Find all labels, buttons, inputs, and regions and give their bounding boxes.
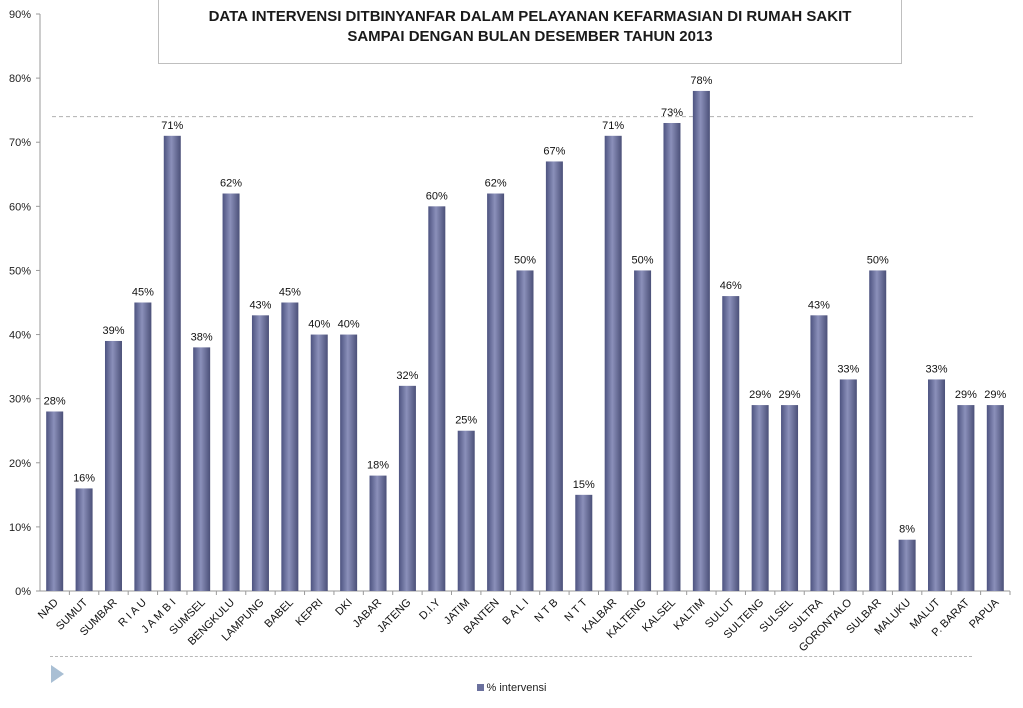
legend-swatch bbox=[476, 684, 484, 691]
bar bbox=[428, 206, 446, 592]
data-label: 16% bbox=[73, 472, 95, 484]
bar bbox=[222, 193, 240, 591]
data-label: 50% bbox=[632, 254, 654, 266]
chart-title-line-2: SAMPAI DENGAN BULAN DESEMBER TAHUN 2013 bbox=[347, 28, 713, 45]
bar bbox=[722, 296, 740, 591]
legend-label: % intervensi bbox=[486, 682, 547, 694]
data-label: 33% bbox=[925, 363, 947, 375]
data-label: 43% bbox=[808, 299, 830, 311]
y-tick-label: 60% bbox=[9, 201, 31, 213]
bar bbox=[663, 122, 681, 591]
data-label: 25% bbox=[455, 415, 477, 427]
bar bbox=[398, 385, 416, 591]
chart-bars bbox=[46, 90, 1004, 592]
bar bbox=[487, 193, 505, 591]
y-tick-label: 80% bbox=[9, 73, 31, 85]
x-tick-label: KALTIM bbox=[671, 597, 707, 633]
data-label: 33% bbox=[837, 363, 859, 375]
data-label: 45% bbox=[132, 287, 154, 299]
x-tick-label: DKI bbox=[333, 597, 354, 618]
bar bbox=[457, 430, 475, 591]
x-tick-label: N T B bbox=[532, 597, 560, 625]
x-tick-label: BABEL bbox=[262, 597, 296, 631]
bar bbox=[516, 270, 534, 591]
bar bbox=[869, 270, 887, 591]
bar bbox=[751, 405, 769, 591]
bar bbox=[340, 334, 358, 591]
data-label: 32% bbox=[396, 370, 418, 382]
bar bbox=[957, 405, 975, 591]
data-label: 29% bbox=[749, 389, 771, 401]
x-tick-label: B A L I bbox=[500, 597, 531, 628]
data-label: 39% bbox=[102, 325, 124, 337]
y-tick-label: 20% bbox=[9, 458, 31, 470]
y-tick-label: 70% bbox=[9, 137, 31, 149]
y-tick-label: 50% bbox=[9, 265, 31, 277]
data-label: 71% bbox=[161, 120, 183, 132]
bar bbox=[46, 411, 64, 591]
data-label: 67% bbox=[543, 145, 565, 157]
data-label: 29% bbox=[955, 389, 977, 401]
bar bbox=[575, 494, 593, 591]
bar bbox=[839, 379, 857, 591]
bar bbox=[251, 315, 269, 591]
data-label: 50% bbox=[867, 254, 889, 266]
data-label: 40% bbox=[338, 319, 360, 331]
data-label: 50% bbox=[514, 254, 536, 266]
bar bbox=[134, 302, 152, 591]
bar bbox=[604, 135, 622, 592]
bar bbox=[810, 315, 828, 591]
x-tick-label: KEPRI bbox=[294, 597, 326, 629]
data-label: 29% bbox=[779, 389, 801, 401]
data-label: 38% bbox=[191, 331, 213, 343]
data-label: 29% bbox=[984, 389, 1006, 401]
chart-title-line-1: DATA INTERVENSI DITBINYANFAR DALAM PELAY… bbox=[208, 8, 852, 25]
bar bbox=[310, 334, 328, 591]
y-tick-label: 30% bbox=[9, 394, 31, 406]
y-tick-label: 0% bbox=[15, 586, 31, 598]
data-label: 46% bbox=[720, 280, 742, 292]
data-label: 43% bbox=[249, 299, 271, 311]
bar bbox=[75, 488, 93, 591]
next-slide-arrow-icon[interactable] bbox=[51, 665, 64, 683]
data-label: 73% bbox=[661, 107, 683, 119]
bar bbox=[928, 379, 946, 591]
data-label: 45% bbox=[279, 287, 301, 299]
data-label: 15% bbox=[573, 479, 595, 491]
bar bbox=[193, 347, 211, 591]
data-label: 18% bbox=[367, 460, 389, 472]
y-tick-label: 40% bbox=[9, 330, 31, 342]
y-tick-label: 10% bbox=[9, 522, 31, 534]
bar bbox=[163, 135, 181, 592]
bar bbox=[281, 302, 299, 591]
bar bbox=[898, 539, 916, 591]
y-tick-label: 90% bbox=[9, 9, 31, 21]
bar bbox=[986, 405, 1004, 591]
data-label: 78% bbox=[690, 75, 712, 87]
chart-axes: 0% 10% 20% 30% 40% 50% 60% 70% 80% 90% bbox=[9, 9, 1011, 598]
bar bbox=[692, 90, 710, 591]
chart-legend: % intervensi bbox=[0, 682, 1023, 694]
bar bbox=[634, 270, 652, 591]
data-label: 60% bbox=[426, 190, 448, 202]
bar bbox=[369, 475, 387, 591]
bar bbox=[545, 161, 563, 591]
chart-title: DATA INTERVENSI DITBINYANFAR DALAM PELAY… bbox=[158, 0, 902, 64]
bar bbox=[104, 340, 122, 591]
footer-divider bbox=[50, 656, 972, 657]
x-tick-label: PAPUA bbox=[967, 596, 1002, 631]
bar bbox=[781, 405, 799, 591]
data-label: 28% bbox=[44, 395, 66, 407]
x-tick-label: NAD bbox=[36, 597, 61, 622]
x-tick-label: D.I.Y bbox=[417, 596, 443, 622]
chart-data-labels: 28% 16% 39% 45% 71% 38% 62% 43% 45% 40% 40% 18% 32% 6… bbox=[44, 75, 1007, 536]
data-label: 8% bbox=[899, 524, 915, 536]
data-label: 62% bbox=[485, 178, 507, 190]
data-label: 71% bbox=[602, 120, 624, 132]
data-label: 62% bbox=[220, 178, 242, 190]
data-label: 40% bbox=[308, 319, 330, 331]
x-tick-label: N T T bbox=[562, 596, 590, 624]
